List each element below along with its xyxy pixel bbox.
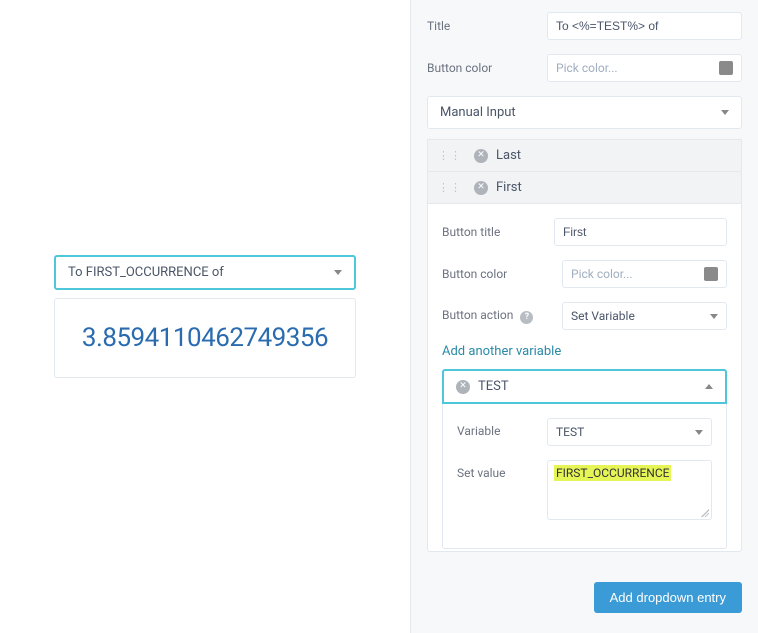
button-title-label: Button title <box>442 225 554 239</box>
variable-header-text: TEST <box>478 379 509 394</box>
add-variable-link[interactable]: Add another variable <box>442 344 561 359</box>
color-swatch-icon <box>704 267 718 281</box>
button-title-input[interactable] <box>554 218 727 246</box>
chevron-down-icon <box>334 270 342 275</box>
set-value-label: Set value <box>457 460 547 480</box>
set-value-token: FIRST_OCCURRENCE <box>554 465 671 481</box>
input-type-select[interactable]: Manual Input <box>427 96 742 129</box>
config-panel: Title Button color Pick color... Manual … <box>410 0 758 633</box>
preview-dropdown-text: To FIRST_OCCURRENCE of <box>68 265 224 280</box>
drag-handle-icon[interactable]: ⋮⋮ <box>438 181 462 194</box>
add-dropdown-entry-button[interactable]: Add dropdown entry <box>594 582 742 613</box>
button-action-value: Set Variable <box>571 309 635 323</box>
number-display-card: 3.8594110462749356 <box>54 298 356 378</box>
input-type-value: Manual Input <box>440 105 516 120</box>
button-action-select[interactable]: Set Variable <box>562 302 727 330</box>
preview-panel: To FIRST_OCCURRENCE of 3.859411046274935… <box>0 0 410 633</box>
resize-handle-icon[interactable] <box>701 509 709 517</box>
remove-option-icon[interactable]: ✕ <box>474 181 488 195</box>
preview-dropdown[interactable]: To FIRST_OCCURRENCE of <box>54 255 356 290</box>
button-action-label: Button action ? <box>442 308 562 324</box>
option-row-last[interactable]: ⋮⋮ ✕ Last <box>427 139 742 172</box>
button-color-label: Button color <box>427 61 547 75</box>
set-value-textarea[interactable]: FIRST_OCCURRENCE <box>547 460 712 520</box>
button-color-picker[interactable]: Pick color... <box>547 54 742 82</box>
remove-variable-icon[interactable]: ✕ <box>456 380 470 394</box>
chevron-down-icon <box>710 314 718 319</box>
title-label: Title <box>427 19 547 33</box>
remove-option-icon[interactable]: ✕ <box>474 149 488 163</box>
option-label: Last <box>496 148 521 163</box>
color2-placeholder: Pick color... <box>571 267 633 281</box>
chevron-down-icon <box>695 430 703 435</box>
drag-handle-icon[interactable]: ⋮⋮ <box>438 149 462 162</box>
option-detail-panel: Button title Button color Pick color... … <box>427 204 742 552</box>
button-color2-picker[interactable]: Pick color... <box>562 260 727 288</box>
title-input[interactable] <box>547 12 742 40</box>
color-placeholder: Pick color... <box>556 61 618 75</box>
variable-select[interactable]: TEST <box>547 418 712 446</box>
button-color2-label: Button color <box>442 267 562 281</box>
variable-label: Variable <box>457 418 547 438</box>
display-number: 3.8594110462749356 <box>63 323 347 353</box>
variable-accordion-header[interactable]: ✕ TEST <box>442 369 727 404</box>
chevron-up-icon <box>705 384 713 389</box>
variable-value: TEST <box>556 425 584 439</box>
color-swatch-icon <box>719 61 733 75</box>
chevron-down-icon <box>721 110 729 115</box>
variable-accordion-body: Variable TEST Set value FIRST_OCCURRENCE <box>442 404 727 549</box>
option-row-first[interactable]: ⋮⋮ ✕ First <box>427 172 742 204</box>
option-label: First <box>496 180 522 195</box>
help-icon[interactable]: ? <box>520 311 533 324</box>
